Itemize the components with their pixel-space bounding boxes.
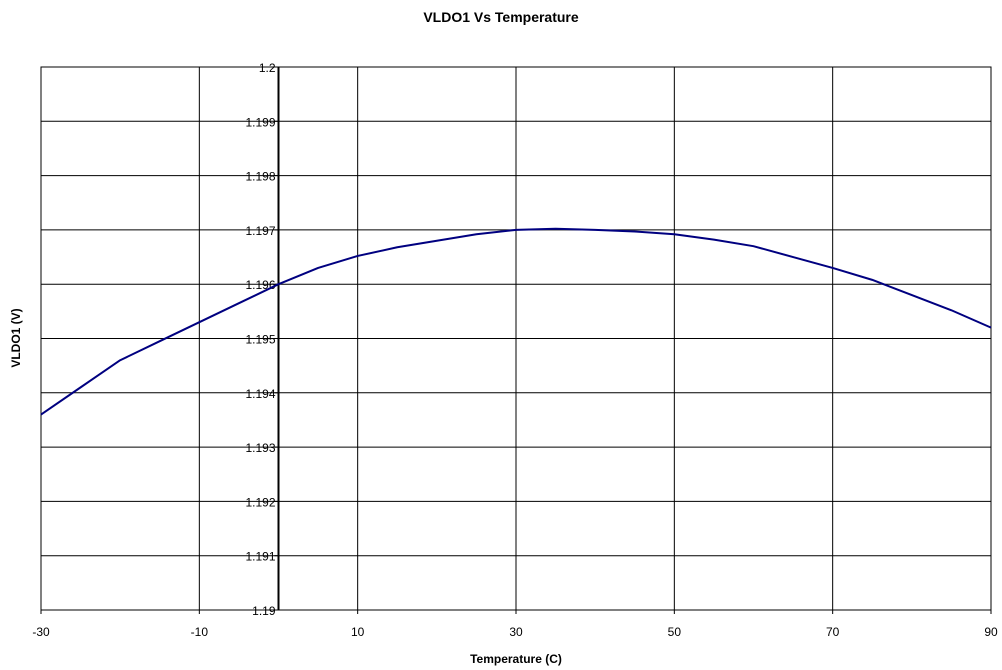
plot-area [40, 66, 992, 611]
y-tick-label: 1.195 [245, 333, 275, 347]
y-axis-title: VLDO1 (V) [9, 308, 23, 367]
y-tick-label: 1.196 [245, 278, 275, 292]
y-tick-label: 1.192 [245, 495, 275, 509]
y-tick-label: 1.197 [245, 224, 275, 238]
chart-title: VLDO1 Vs Temperature [423, 9, 579, 25]
y-tick-label: 1.193 [245, 441, 275, 455]
tick-labels: 1.19 1.191 1.192 1.193 1.194 1.195 1.196 1.197 1… [32, 61, 998, 639]
x-tick-label: 30 [509, 625, 523, 639]
x-tick-label: 90 [984, 625, 998, 639]
x-tick-label: -10 [191, 625, 209, 639]
x-tick-label: 70 [826, 625, 840, 639]
y-tick-label: 1.194 [245, 387, 275, 401]
grid-lines [40, 66, 992, 614]
x-tick-label: 50 [668, 625, 682, 639]
y-tick-label: 1.19 [252, 604, 276, 618]
y-tick-label: 1.2 [259, 61, 276, 75]
y-tick-label: 1.198 [245, 170, 275, 184]
x-tick-label: -30 [32, 625, 50, 639]
x-tick-label: 10 [351, 625, 365, 639]
y-tick-label: 1.199 [245, 115, 275, 129]
series-layer [40, 227, 992, 416]
y-tick-label: 1.191 [245, 550, 275, 564]
x-axis-title: Temperature (C) [470, 652, 562, 666]
series-line [40, 227, 992, 416]
